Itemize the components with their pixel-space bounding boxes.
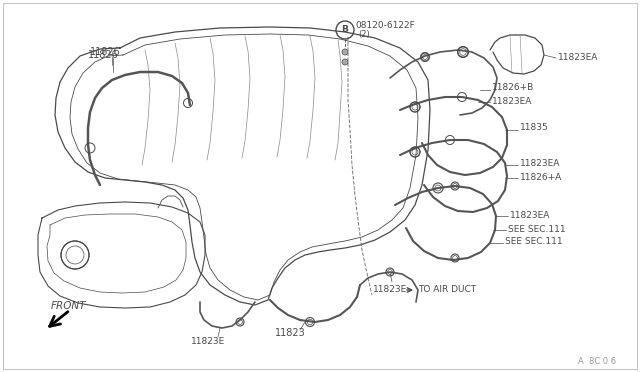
- Text: SEE SEC.111: SEE SEC.111: [508, 224, 566, 234]
- Text: 08120-6122F: 08120-6122F: [355, 22, 415, 31]
- Text: TO AIR DUCT: TO AIR DUCT: [418, 285, 476, 294]
- Text: 11823E: 11823E: [191, 337, 225, 346]
- Text: (2): (2): [358, 31, 370, 39]
- Text: SEE SEC.111: SEE SEC.111: [505, 237, 563, 247]
- Circle shape: [342, 59, 348, 65]
- Text: B: B: [342, 26, 348, 35]
- Circle shape: [342, 49, 348, 55]
- Text: 11823EA: 11823EA: [520, 158, 561, 167]
- Text: 11823EA: 11823EA: [558, 54, 598, 62]
- Polygon shape: [55, 27, 430, 305]
- Text: 11826: 11826: [88, 50, 119, 60]
- Text: FRONT: FRONT: [51, 301, 86, 311]
- Text: 11826+B: 11826+B: [492, 83, 534, 93]
- Text: 11823EA: 11823EA: [510, 211, 550, 219]
- Text: 11823: 11823: [275, 328, 305, 338]
- Text: 11826+A: 11826+A: [520, 173, 563, 182]
- Text: 11823EA: 11823EA: [492, 96, 532, 106]
- Text: 11823E: 11823E: [373, 285, 407, 295]
- Text: 11826: 11826: [90, 47, 121, 57]
- Circle shape: [61, 241, 89, 269]
- Polygon shape: [38, 202, 205, 308]
- Text: A  8C 0 6: A 8C 0 6: [578, 357, 616, 366]
- Text: 11835: 11835: [520, 124, 548, 132]
